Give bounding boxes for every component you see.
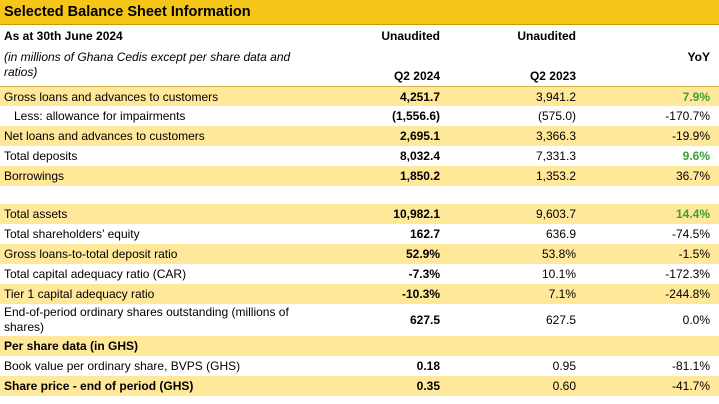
- row-label: Book value per ordinary share, BVPS (GHS…: [4, 359, 241, 373]
- row-label: Less: allowance for impairments: [14, 109, 186, 123]
- cell-q2-2023: 53.8%: [541, 247, 576, 261]
- cell-q2-2024: 10,982.1: [393, 207, 440, 221]
- cell-yoy: 14.4%: [675, 207, 710, 221]
- table-row: Net loans and advances to customers 2,69…: [0, 126, 719, 146]
- cell-yoy: -81.1%: [671, 359, 710, 373]
- row-label: Total deposits: [4, 149, 78, 163]
- table-row: Total shareholders’ equity 162.7 636.9 -…: [0, 224, 719, 244]
- cell-q2-2024: 1,850.2: [399, 169, 440, 183]
- cell-yoy: -41.7%: [671, 379, 710, 393]
- cell-q2-2024: 8,032.4: [399, 149, 440, 163]
- cell-yoy: -19.9%: [671, 129, 710, 143]
- cell-yoy: 0.0%: [682, 313, 710, 327]
- cell-q2-2024: -7.3%: [408, 267, 440, 281]
- cell-q2-2024: (1,556.6): [391, 109, 440, 123]
- row-label: Gross loans and advances to customers: [4, 89, 219, 104]
- section-label: Per share data (in GHS): [4, 339, 139, 353]
- cell-q2-2023: 636.9: [545, 227, 576, 241]
- cell-q2-2024: 52.9%: [405, 247, 440, 261]
- cell-q2-2024: 0.35: [416, 379, 440, 393]
- table-row: Less: allowance for impairments (1,556.6…: [0, 106, 719, 126]
- table-row: Borrowings 1,850.2 1,353.2 36.7%: [0, 166, 719, 186]
- table-title: Selected Balance Sheet Information: [0, 0, 719, 25]
- cell-q2-2024: 627.5: [409, 313, 440, 327]
- row-label: End-of-period ordinary shares outstandin…: [4, 305, 289, 334]
- row-label: Total shareholders’ equity: [4, 227, 140, 241]
- units-note: (in millions of Ghana Cedis except per s…: [4, 50, 291, 79]
- cell-q2-2023: 7.1%: [548, 287, 576, 301]
- cell-q2-2024: 4,251.7: [399, 89, 440, 104]
- cell-yoy: -1.5%: [678, 247, 710, 261]
- cell-yoy: -172.3%: [665, 267, 710, 281]
- cell-yoy: 7.9%: [682, 89, 710, 104]
- col1-unaudited: Unaudited: [381, 29, 440, 43]
- row-label: Net loans and advances to customers: [4, 129, 205, 143]
- row-label: Borrowings: [4, 169, 65, 183]
- col2-header: Q2 2023: [529, 69, 576, 83]
- cell-q2-2023: 9,603.7: [535, 207, 576, 221]
- cell-q2-2023: 3,941.2: [535, 89, 576, 104]
- row-label: Gross loans-to-total deposit ratio: [4, 247, 178, 261]
- row-label: Total assets: [4, 207, 68, 221]
- header-row-2: (in millions of Ghana Cedis except per s…: [0, 47, 719, 83]
- col2-unaudited: Unaudited: [517, 29, 576, 43]
- cell-q2-2024: 162.7: [409, 227, 440, 241]
- row-label: Total capital adequacy ratio (CAR): [4, 267, 187, 281]
- table-row: Total capital adequacy ratio (CAR) -7.3%…: [0, 264, 719, 284]
- table-row: Gross loans and advances to customers 4,…: [0, 86, 719, 106]
- cell-yoy: 36.7%: [675, 169, 710, 183]
- table-row: Book value per ordinary share, BVPS (GHS…: [0, 356, 719, 376]
- cell-q2-2023: 0.60: [552, 379, 576, 393]
- cell-q2-2023: 627.5: [545, 313, 576, 327]
- header-row-1: As at 30th June 2024 Unaudited Unaudited: [0, 25, 719, 47]
- cell-q2-2023: 3,366.3: [535, 129, 576, 143]
- table-row: Tier 1 capital adequacy ratio -10.3% 7.1…: [0, 284, 719, 304]
- cell-yoy: 9.6%: [682, 149, 710, 163]
- cell-q2-2023: 0.95: [552, 359, 576, 373]
- row-label: Tier 1 capital adequacy ratio: [4, 287, 155, 301]
- row-label: Share price - end of period (GHS): [4, 379, 194, 393]
- cell-q2-2023: 7,331.3: [535, 149, 576, 163]
- cell-q2-2023: (575.0): [537, 109, 576, 123]
- as-at-label: As at 30th June 2024: [4, 29, 123, 43]
- cell-yoy: -244.8%: [665, 287, 710, 301]
- table-row: Share price - end of period (GHS) 0.35 0…: [0, 376, 719, 396]
- table-row: Gross loans-to-total deposit ratio 52.9%…: [0, 244, 719, 264]
- table-row: Total deposits 8,032.4 7,331.3 9.6%: [0, 146, 719, 166]
- col3-header: YoY: [687, 50, 710, 64]
- section-row: Per share data (in GHS): [0, 336, 719, 356]
- cell-q2-2023: 10.1%: [541, 267, 576, 281]
- col1-header: Q2 2024: [393, 69, 440, 83]
- table-row: Total assets 10,982.1 9,603.7 14.4%: [0, 204, 719, 224]
- table-row: End-of-period ordinary shares outstandin…: [0, 304, 719, 336]
- cell-yoy: -170.7%: [665, 109, 710, 123]
- cell-q2-2024: -10.3%: [401, 287, 440, 301]
- cell-yoy: -74.5%: [671, 227, 710, 241]
- cell-q2-2024: 0.18: [416, 359, 440, 373]
- cell-q2-2024: 2,695.1: [399, 129, 440, 143]
- cell-q2-2023: 1,353.2: [535, 169, 576, 183]
